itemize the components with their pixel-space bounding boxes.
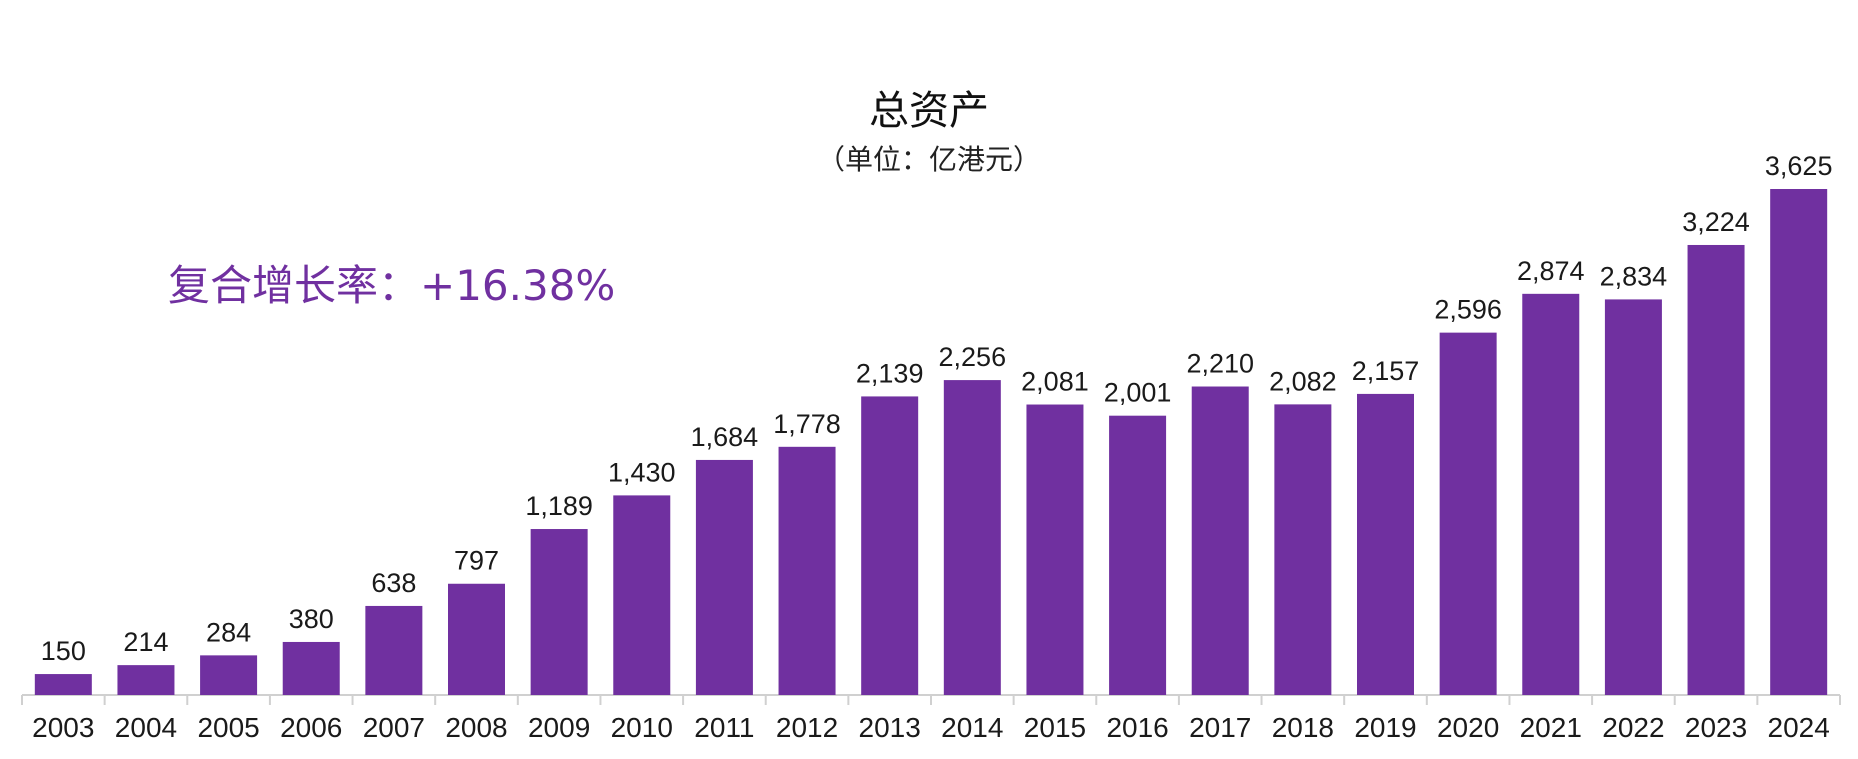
- bar: [365, 605, 423, 695]
- chart-title: 总资产: [869, 88, 989, 134]
- data-label: 2,596: [1434, 295, 1502, 325]
- data-label: 1,189: [525, 491, 593, 521]
- data-label: 2,081: [1021, 367, 1089, 397]
- x-tick-label: 2012: [776, 712, 838, 743]
- bar: [282, 641, 340, 695]
- data-label: 2,082: [1269, 366, 1337, 396]
- bar: [861, 396, 919, 695]
- bar: [778, 446, 836, 695]
- bar: [1687, 244, 1745, 696]
- bar: [1522, 293, 1580, 695]
- bar: [613, 495, 671, 695]
- data-label: 1,778: [773, 409, 841, 439]
- data-label: 2,157: [1352, 356, 1420, 386]
- data-label: 2,834: [1600, 261, 1668, 291]
- data-label: 638: [371, 568, 416, 598]
- x-tick-label: 2015: [1024, 712, 1086, 743]
- x-tick-label: 2020: [1437, 712, 1499, 743]
- data-label: 2,256: [939, 342, 1007, 372]
- x-tick-label: 2017: [1189, 712, 1251, 743]
- x-tick-label: 2003: [32, 712, 94, 743]
- data-label: 2,139: [856, 358, 924, 388]
- data-label: 150: [41, 636, 86, 666]
- bar: [695, 459, 753, 695]
- x-tick-label: 2021: [1520, 712, 1582, 743]
- bar: [200, 655, 258, 695]
- bar: [1439, 332, 1497, 695]
- x-tick-label: 2023: [1685, 712, 1747, 743]
- bar: [943, 380, 1001, 695]
- x-tick-label: 2019: [1354, 712, 1416, 743]
- cagr-annotation: 复合增长率：+16.38%: [168, 261, 616, 310]
- chart-subtitle: （单位：亿港元）: [816, 143, 1041, 176]
- bar: [117, 665, 175, 695]
- data-label: 380: [289, 604, 334, 634]
- bar: [448, 583, 505, 695]
- bar: [1109, 415, 1167, 695]
- data-label: 3,625: [1765, 151, 1833, 181]
- x-tick-label: 2005: [197, 712, 259, 743]
- x-tick-label: 2016: [1106, 712, 1168, 743]
- bar: [1770, 189, 1828, 695]
- data-label: 284: [206, 617, 251, 647]
- x-tick-label: 2010: [611, 712, 673, 743]
- bar: [34, 674, 92, 695]
- data-label: 797: [454, 546, 499, 576]
- data-label: 1,430: [608, 457, 676, 487]
- x-tick-label: 2011: [694, 712, 754, 743]
- x-tick-label: 2006: [280, 712, 342, 743]
- data-label: 2,874: [1517, 256, 1585, 286]
- x-tick-label: 2022: [1602, 712, 1664, 743]
- bar: [1604, 299, 1662, 695]
- data-label: 2,001: [1104, 378, 1172, 408]
- x-tick-label: 2004: [115, 712, 177, 743]
- x-tick-label: 2014: [941, 712, 1003, 743]
- x-tick-label: 2009: [528, 712, 590, 743]
- bar: [1026, 404, 1084, 695]
- data-label: 2,210: [1186, 349, 1254, 379]
- bar: [530, 529, 588, 695]
- bar: [1357, 393, 1414, 695]
- data-label: 3,224: [1682, 207, 1750, 237]
- x-tick-label: 2024: [1768, 712, 1830, 743]
- x-tick-label: 2018: [1272, 712, 1334, 743]
- data-label: 1,684: [691, 422, 759, 452]
- x-tick-label: 2008: [445, 712, 507, 743]
- bar: [1191, 386, 1249, 695]
- bar: [1274, 404, 1332, 695]
- data-label: 214: [123, 627, 168, 657]
- x-tick-label: 2013: [859, 712, 921, 743]
- x-tick-label: 2007: [363, 712, 425, 743]
